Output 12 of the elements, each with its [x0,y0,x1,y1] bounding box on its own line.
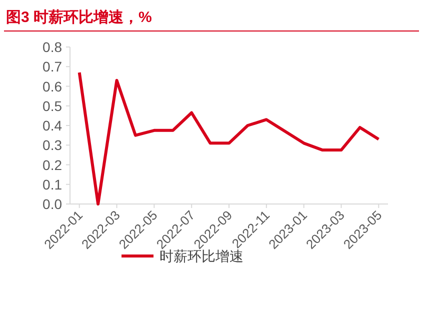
y-tick-label: 0.0 [42,196,62,212]
y-tick-label: 0.5 [42,98,62,114]
title: 图3 时薪环比增速，% [6,9,152,26]
y-tick-label: 0.6 [42,78,62,94]
y-tick-label: 0.7 [42,58,62,75]
y-tick-label: 0.4 [42,118,62,134]
y-tick-label: 0.1 [42,176,62,192]
y-tick-label: 0.3 [42,137,62,154]
legend-label: 时薪环比增速 [160,248,244,264]
legend: 时薪环比增速 [122,248,244,264]
y-tick-label: 0.2 [42,156,62,173]
y-tick-label: 0.8 [42,39,62,55]
